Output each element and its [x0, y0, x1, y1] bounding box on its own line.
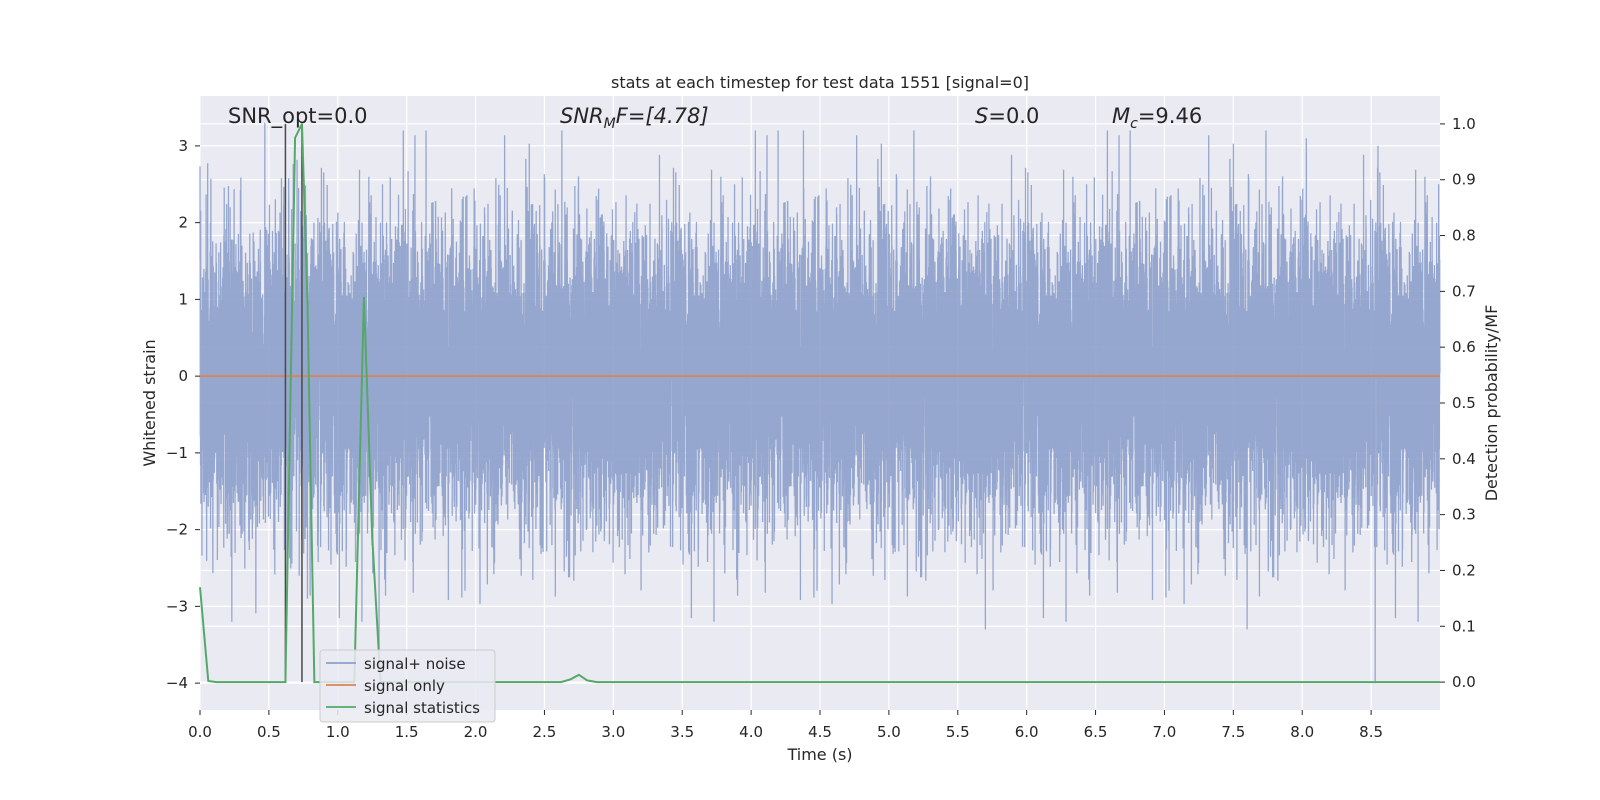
legend-entry-signal: signal only — [326, 677, 445, 695]
y-tick-label: 2 — [178, 214, 188, 232]
noise-series — [199, 122, 1441, 684]
x-tick-label: 1.5 — [395, 723, 419, 741]
legend-label-statistics: signal statistics — [364, 699, 480, 717]
annotation-snr-mf: SNRMF=[4.78] — [560, 104, 709, 132]
y2-tick-label: 0.6 — [1452, 338, 1476, 356]
vertical-markers — [284, 123, 303, 683]
x-tick-label: 8.5 — [1359, 723, 1383, 741]
x-tick-label: 3.0 — [601, 723, 625, 741]
legend-label-noise: signal+ noise — [364, 655, 466, 673]
x-tick-label: 8.0 — [1290, 723, 1314, 741]
y2-tick-label: 0.2 — [1452, 561, 1476, 579]
y-tick-label: −2 — [166, 521, 188, 539]
y2-tick-label: 0.8 — [1452, 227, 1476, 245]
x-tick-label: 6.0 — [1015, 723, 1039, 741]
x-tick-label: 5.0 — [877, 723, 901, 741]
legend-label-signal: signal only — [364, 677, 445, 695]
x-tick-label: 2.0 — [464, 723, 488, 741]
series-signal-noise-line — [199, 122, 1441, 684]
y2-tick-label: 1.0 — [1452, 115, 1476, 133]
y2-tick-label: 0.1 — [1452, 617, 1476, 635]
legend: signal+ noise signal only signal statist… — [319, 649, 496, 723]
y2-tick-label: 0.9 — [1452, 171, 1476, 189]
annotation-s: S=0.0 — [975, 104, 1039, 128]
y2-tick-label: 0.4 — [1452, 450, 1476, 468]
x-tick-label: 6.5 — [1084, 723, 1108, 741]
x-tick-label: 4.0 — [739, 723, 763, 741]
x-tick-label: 0.5 — [257, 723, 281, 741]
y2-axis-ticks: 1.0 0.9 0.8 0.7 0.6 0.5 0.4 0.3 0.2 0.1 0.0 — [1440, 115, 1476, 691]
y-axis-label: Whitened strain — [140, 339, 159, 466]
x-axis-label: Time (s) — [786, 745, 852, 764]
annotation-snr-mf-main: SNR — [560, 104, 604, 128]
x-tick-label: 7.0 — [1153, 723, 1177, 741]
annotation-s-tail: =0.0 — [988, 104, 1039, 128]
y-tick-label: −4 — [166, 674, 188, 692]
x-tick-label: 1.0 — [326, 723, 350, 741]
legend-box — [319, 649, 496, 723]
y-tick-label: 0 — [178, 367, 188, 385]
legend-entry-statistics: signal statistics — [326, 699, 480, 717]
x-tick-label: 3.5 — [670, 723, 694, 741]
annotation-s-main: S — [975, 104, 988, 128]
annotation-mc-tail: =9.46 — [1138, 104, 1202, 128]
annotation-mc: Mc=9.46 — [1112, 104, 1202, 132]
y-tick-label: 1 — [178, 290, 188, 308]
x-tick-label: 5.5 — [946, 723, 970, 741]
y2-axis-label: Detection probability/MF — [1482, 305, 1501, 502]
y2-tick-label: 0.0 — [1452, 673, 1476, 691]
x-tick-label: 7.5 — [1221, 723, 1245, 741]
annotation-snr-mf-tail: F=[4.78] — [616, 104, 709, 128]
annotation-snr-mf-sub: M — [604, 116, 616, 132]
x-axis-ticks: 0.0 0.5 1.0 1.5 2.0 2.5 3.0 3.5 4.0 4.5 5.0 5.5 6.0 6… — [188, 710, 1383, 741]
legend-entry-noise: signal+ noise — [326, 655, 466, 673]
x-tick-label: 0.0 — [188, 723, 212, 741]
y2-tick-label: 0.3 — [1452, 506, 1476, 524]
y-tick-label: 3 — [178, 137, 188, 155]
y-tick-label: −3 — [166, 597, 188, 615]
y-axis-ticks: 3 2 1 0 −1 −2 −3 −4 — [166, 137, 200, 692]
annotation-mc-sub: c — [1130, 116, 1138, 132]
x-tick-label: 2.5 — [533, 723, 557, 741]
y2-tick-label: 0.5 — [1452, 394, 1476, 412]
x-tick-label: 4.5 — [808, 723, 832, 741]
chart-title: stats at each timestep for test data 155… — [611, 73, 1029, 92]
annotation-mc-main: M — [1112, 104, 1130, 128]
series-signal-statistics-line — [199, 123, 1440, 684]
annotation-snr-opt: SNR_opt=0.0 — [228, 104, 368, 129]
y-tick-label: −1 — [166, 444, 188, 462]
y2-tick-label: 0.7 — [1452, 282, 1476, 300]
signal-statistics-series — [199, 123, 1440, 684]
